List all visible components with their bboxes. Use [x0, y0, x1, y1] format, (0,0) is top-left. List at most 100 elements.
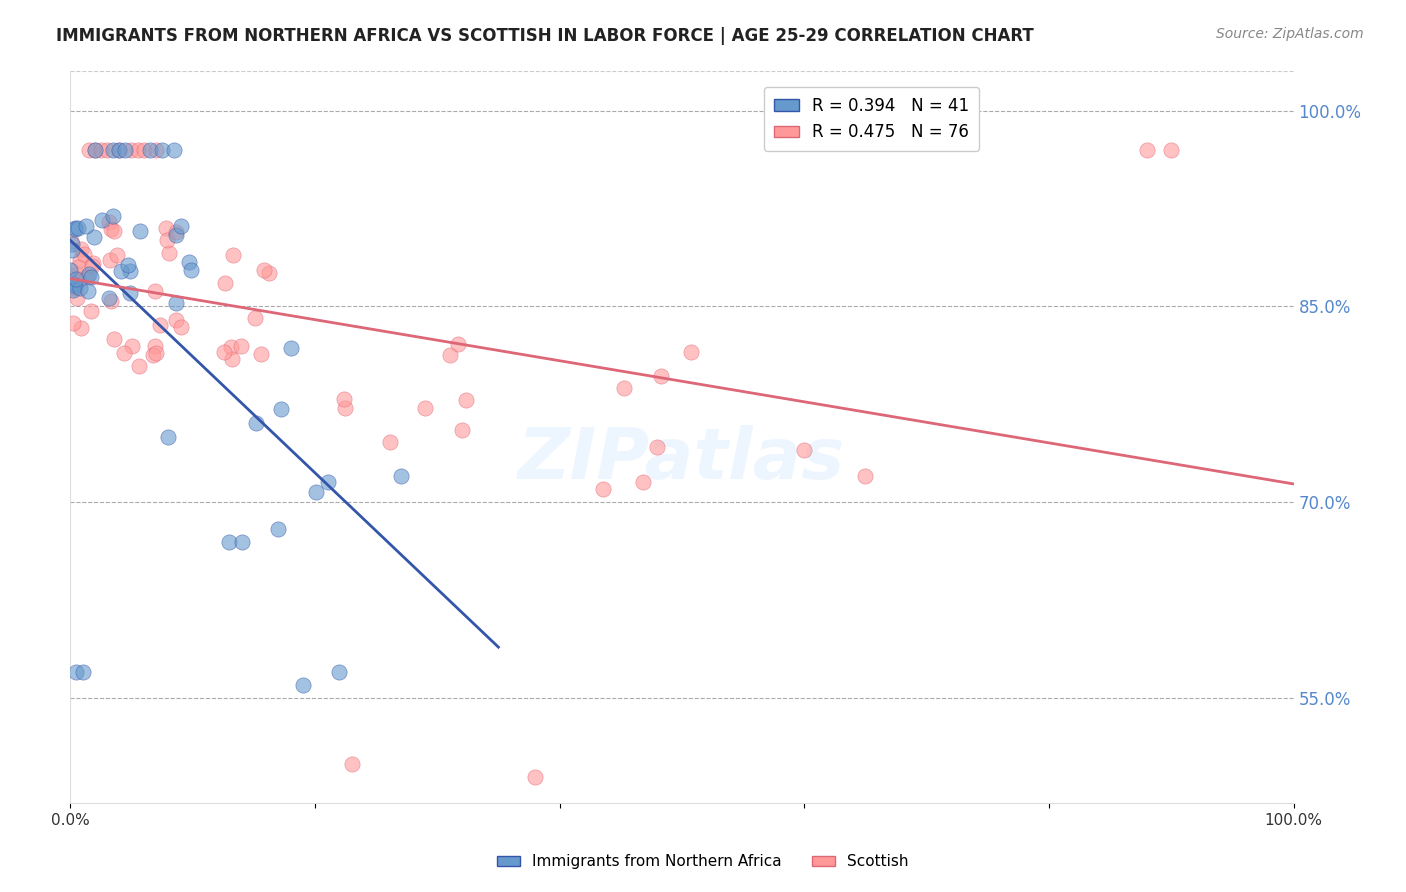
- Point: [165, 296, 187, 310]
- Point: [75, 219, 97, 233]
- Point: [83, 143, 105, 157]
- Point: [62, 283, 84, 297]
- Point: [332, 392, 354, 406]
- Point: [316, 475, 339, 489]
- Point: [177, 255, 200, 269]
- Point: [83, 143, 105, 157]
- Point: [170, 219, 193, 234]
- Point: [67, 221, 90, 235]
- Point: [328, 665, 350, 680]
- Point: [855, 469, 877, 483]
- Point: [139, 143, 162, 157]
- Point: [145, 143, 167, 157]
- Point: [249, 346, 271, 360]
- Legend: R = 0.394   N = 41, R = 0.475   N = 76: R = 0.394 N = 41, R = 0.475 N = 76: [763, 87, 980, 152]
- Point: [132, 143, 155, 157]
- Point: [118, 285, 141, 300]
- Point: [170, 320, 193, 334]
- Point: [80, 269, 103, 284]
- Point: [103, 332, 125, 346]
- Point: [60, 237, 83, 252]
- Point: [59, 234, 82, 248]
- Point: [389, 469, 412, 483]
- Point: [67, 271, 90, 285]
- Point: [451, 423, 474, 437]
- Point: [613, 381, 636, 395]
- Point: [645, 440, 668, 454]
- Point: [70, 243, 93, 257]
- Point: [333, 401, 356, 415]
- Point: [76, 285, 98, 299]
- Legend: Immigrants from Northern Africa, Scottish: Immigrants from Northern Africa, Scottis…: [491, 848, 915, 875]
- Point: [267, 521, 290, 535]
- Point: [439, 348, 461, 362]
- Point: [67, 260, 90, 274]
- Point: [80, 260, 103, 274]
- Point: [143, 284, 166, 298]
- Point: [65, 272, 87, 286]
- Point: [633, 475, 655, 489]
- Point: [105, 248, 128, 262]
- Point: [101, 143, 124, 157]
- Point: [128, 359, 150, 374]
- Point: [180, 262, 202, 277]
- Point: [77, 143, 100, 157]
- Point: [156, 233, 179, 247]
- Point: [80, 303, 103, 318]
- Point: [96, 143, 118, 157]
- Point: [108, 143, 131, 157]
- Point: [101, 209, 124, 223]
- Point: [100, 222, 122, 236]
- Point: [280, 341, 302, 355]
- Point: [128, 224, 150, 238]
- Point: [63, 221, 86, 235]
- Text: ZIPatlas: ZIPatlas: [519, 425, 845, 493]
- Point: [63, 222, 86, 236]
- Point: [163, 143, 186, 157]
- Point: [97, 215, 120, 229]
- Point: [100, 293, 122, 308]
- Point: [73, 247, 96, 261]
- Point: [413, 401, 436, 416]
- Point: [219, 340, 242, 354]
- Point: [121, 143, 143, 157]
- Point: [157, 246, 180, 260]
- Point: [59, 263, 82, 277]
- Text: Source: ZipAtlas.com: Source: ZipAtlas.com: [1216, 27, 1364, 41]
- Point: [253, 262, 276, 277]
- Point: [793, 443, 815, 458]
- Point: [77, 268, 100, 282]
- Point: [524, 770, 547, 784]
- Point: [60, 244, 83, 258]
- Point: [121, 339, 143, 353]
- Point: [291, 678, 314, 692]
- Point: [114, 143, 136, 157]
- Point: [145, 339, 167, 353]
- Point: [117, 258, 139, 272]
- Point: [218, 534, 240, 549]
- Point: [650, 368, 672, 383]
- Point: [127, 143, 149, 157]
- Point: [72, 665, 94, 680]
- Point: [90, 143, 112, 157]
- Point: [165, 312, 187, 326]
- Point: [1160, 143, 1182, 157]
- Point: [66, 291, 89, 305]
- Point: [112, 345, 135, 359]
- Point: [270, 402, 292, 417]
- Text: IMMIGRANTS FROM NORTHERN AFRICA VS SCOTTISH IN LABOR FORCE | AGE 25-29 CORRELATI: IMMIGRANTS FROM NORTHERN AFRICA VS SCOTT…: [56, 27, 1033, 45]
- Point: [304, 485, 326, 500]
- Point: [142, 348, 165, 362]
- Point: [76, 269, 98, 284]
- Point: [456, 393, 478, 408]
- Point: [63, 281, 86, 295]
- Point: [63, 279, 86, 293]
- Point: [340, 756, 363, 771]
- Point: [62, 316, 84, 330]
- Point: [378, 434, 401, 449]
- Point: [243, 310, 266, 325]
- Point: [245, 416, 267, 430]
- Point: [229, 339, 252, 353]
- Point: [222, 248, 245, 262]
- Point: [103, 224, 125, 238]
